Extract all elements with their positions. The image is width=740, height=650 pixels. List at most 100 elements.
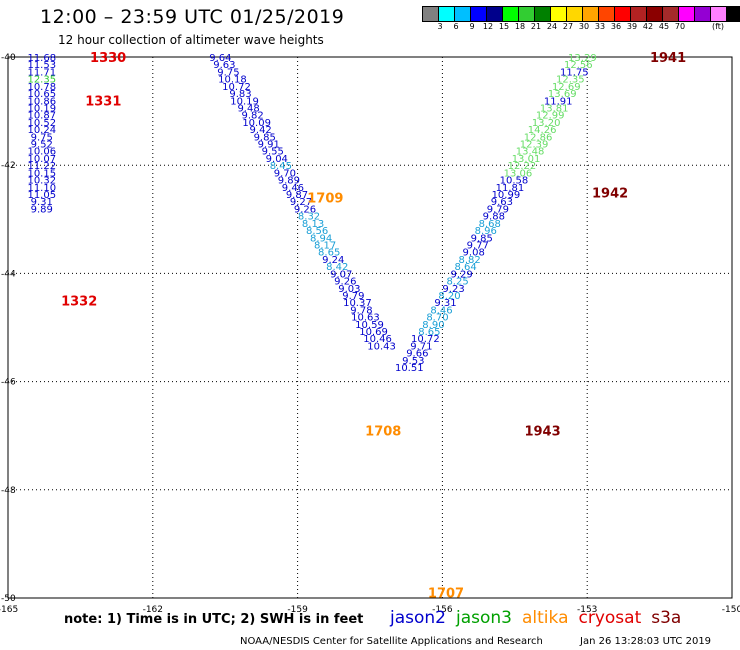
wave-height-value: 10.52 (27, 118, 56, 129)
wave-height-value: 12.86 (524, 132, 553, 143)
wave-height-value: 10.43 (367, 341, 396, 352)
color-scale-tick-label: 33 (594, 22, 606, 31)
wave-height-value: 9.52 (31, 140, 53, 151)
color-swatch (679, 7, 695, 21)
wave-height-value: 10.18 (218, 75, 247, 86)
wave-height-value: 11.53 (27, 60, 56, 71)
wave-height-value: 12.22 (508, 161, 537, 172)
wave-height-value: 8.65 (418, 327, 440, 338)
color-swatch (519, 7, 535, 21)
wave-height-value: 10.58 (500, 176, 529, 187)
pass-number-label: 1330 (90, 51, 126, 66)
wave-height-value: 9.88 (483, 212, 505, 223)
legend-item: cryosat (578, 608, 642, 628)
wave-height-value: 12.39 (520, 140, 549, 151)
satellite-legend: jason2 jason3 altika cryosat s3a (390, 608, 691, 628)
wave-height-value: 10.07 (27, 154, 56, 165)
y-tick-label: -42 (1, 161, 16, 171)
wave-height-value: 13.48 (516, 147, 545, 158)
wave-height-value: 11.05 (27, 190, 56, 201)
wave-height-value: 11.91 (544, 96, 573, 107)
wave-height-value: 12.56 (564, 60, 593, 71)
wave-height-value: 9.79 (342, 291, 364, 302)
color-scale-tick-label: 24 (546, 22, 558, 31)
wave-height-value: 9.42 (250, 125, 272, 136)
color-scale-tick-label: 12 (482, 22, 494, 31)
wave-height-value: 10.69 (359, 327, 388, 338)
wave-height-value: 10.78 (27, 82, 56, 93)
wave-height-value: 10.15 (27, 168, 56, 179)
pass-number-label: 1943 (524, 424, 560, 439)
pass-number-label: 1708 (365, 424, 401, 439)
wave-height-value: 10.72 (222, 82, 251, 93)
wave-height-value: 9.89 (278, 176, 300, 187)
wave-height-value: 9.63 (491, 197, 513, 208)
color-scale-tick-label: 45 (658, 22, 670, 31)
color-swatch (423, 7, 439, 21)
x-tick-label: -162 (143, 605, 163, 615)
page-title: 12:00 – 23:59 UTC 01/25/2019 (40, 6, 345, 28)
wave-height-value: 9.75 (31, 132, 53, 143)
wave-height-value: 10.46 (363, 334, 392, 345)
y-tick-label: -48 (1, 486, 16, 496)
color-swatch (535, 7, 551, 21)
wave-height-value: 9.85 (254, 132, 276, 143)
color-scale-tick-label: 9 (469, 22, 475, 31)
wave-height-value: 10.72 (411, 334, 440, 345)
color-scale-unit: (ft) (712, 22, 725, 31)
color-swatch (503, 7, 519, 21)
wave-height-value: 10.65 (27, 89, 56, 100)
wave-height-value: 8.65 (318, 248, 340, 259)
wave-height-value: 13.81 (540, 103, 569, 114)
wave-height-value: 8.70 (426, 313, 448, 324)
color-swatch (583, 7, 599, 21)
legend-item: s3a (651, 608, 682, 628)
page-subtitle: 12 hour collection of altimeter wave hei… (58, 33, 324, 47)
wave-height-value: 9.31 (31, 197, 53, 208)
color-swatch (487, 7, 503, 21)
wave-height-value: 11.68 (27, 53, 56, 64)
wave-height-value: 9.77 (467, 240, 489, 251)
wave-height-value: 13.29 (568, 53, 597, 64)
wave-height-value: 9.55 (262, 147, 284, 158)
wave-height-value: 12.69 (552, 82, 581, 93)
x-tick-label: -165 (0, 605, 18, 615)
wave-height-value: 9.70 (274, 168, 296, 179)
wave-height-value: 10.63 (351, 313, 380, 324)
color-swatch (631, 7, 647, 21)
wave-height-value: 8.96 (475, 226, 497, 237)
wave-height-value: 8.64 (455, 262, 477, 273)
color-swatch (663, 7, 679, 21)
legend-item: jason2 (390, 608, 446, 628)
pass-number-label: 1941 (650, 51, 686, 66)
y-tick-label: -50 (1, 594, 16, 604)
wave-height-value: 9.53 (402, 356, 424, 367)
wave-height-value: 14.26 (528, 125, 557, 136)
wave-height-value: 8.42 (326, 262, 348, 273)
wave-height-value: 9.91 (258, 140, 280, 151)
color-swatch (615, 7, 631, 21)
wave-height-value: 10.86 (27, 96, 56, 107)
x-tick-label: -159 (287, 605, 308, 615)
color-swatch (471, 7, 487, 21)
wave-height-value: 13.06 (504, 168, 533, 179)
color-scale-tick-label: 21 (530, 22, 542, 31)
wave-height-value: 9.89 (31, 204, 53, 215)
wave-height-value: 9.71 (410, 341, 432, 352)
pass-number-label: 1942 (592, 186, 628, 201)
wave-height-value: 9.26 (334, 277, 356, 288)
wave-height-value: 10.51 (395, 363, 424, 374)
wave-height-value: 8.32 (298, 212, 320, 223)
color-scale-tick-label: 27 (562, 22, 574, 31)
y-tick-label: -40 (1, 53, 16, 63)
wave-height-value: 8.45 (270, 161, 292, 172)
x-tick-label: -150 (722, 605, 740, 615)
color-swatch (551, 7, 567, 21)
wave-height-value: 9.04 (266, 154, 288, 165)
wave-height-value: 9.07 (330, 269, 352, 280)
wave-height-value: 8.13 (302, 219, 324, 230)
wave-height-value: 10.59 (355, 320, 384, 331)
wave-height-value: 12.99 (536, 111, 565, 122)
color-scale-tick-label: 18 (514, 22, 526, 31)
wave-height-value: 11.22 (27, 161, 56, 172)
